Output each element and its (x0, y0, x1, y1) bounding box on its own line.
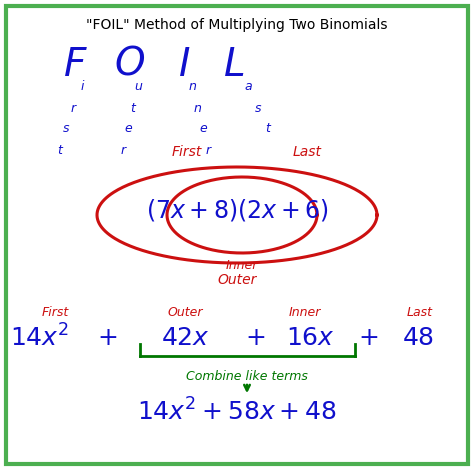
Text: n: n (189, 80, 197, 94)
Text: t: t (130, 102, 136, 115)
Text: Last: Last (292, 145, 321, 159)
Text: F: F (64, 46, 86, 84)
Text: $14x^2$: $14x^2$ (10, 324, 70, 352)
Text: Inner: Inner (226, 259, 258, 272)
Text: r: r (205, 143, 210, 157)
Text: a: a (244, 80, 252, 94)
Text: $14x^2 + 58x + 48$: $14x^2 + 58x + 48$ (137, 399, 337, 426)
Text: $(7x + 8)(2x + 6)$: $(7x + 8)(2x + 6)$ (146, 197, 328, 223)
Text: i: i (80, 80, 84, 94)
Text: O: O (115, 46, 146, 84)
Text: r: r (71, 102, 75, 115)
Text: Outer: Outer (217, 273, 257, 287)
Text: $48$: $48$ (402, 326, 434, 350)
Text: e: e (124, 123, 132, 135)
Text: t: t (265, 123, 271, 135)
Text: First: First (41, 306, 69, 319)
Text: $+$: $+$ (245, 326, 265, 350)
Text: Inner: Inner (289, 306, 321, 319)
Text: s: s (255, 102, 261, 115)
Text: "FOIL" Method of Multiplying Two Binomials: "FOIL" Method of Multiplying Two Binomia… (86, 18, 388, 32)
Text: r: r (120, 143, 126, 157)
Text: L: L (224, 46, 246, 84)
Text: s: s (63, 123, 69, 135)
Text: u: u (134, 80, 142, 94)
Text: $+$: $+$ (358, 326, 378, 350)
Text: Outer: Outer (167, 306, 203, 319)
Text: $+$: $+$ (97, 326, 117, 350)
Text: I: I (179, 46, 191, 84)
Text: $16x$: $16x$ (286, 326, 334, 350)
Text: Last: Last (407, 306, 433, 319)
Text: First: First (172, 145, 202, 159)
Text: Combine like terms: Combine like terms (186, 370, 308, 383)
Text: e: e (199, 123, 207, 135)
Text: t: t (57, 143, 63, 157)
Text: $42x$: $42x$ (161, 326, 210, 350)
Text: n: n (194, 102, 202, 115)
